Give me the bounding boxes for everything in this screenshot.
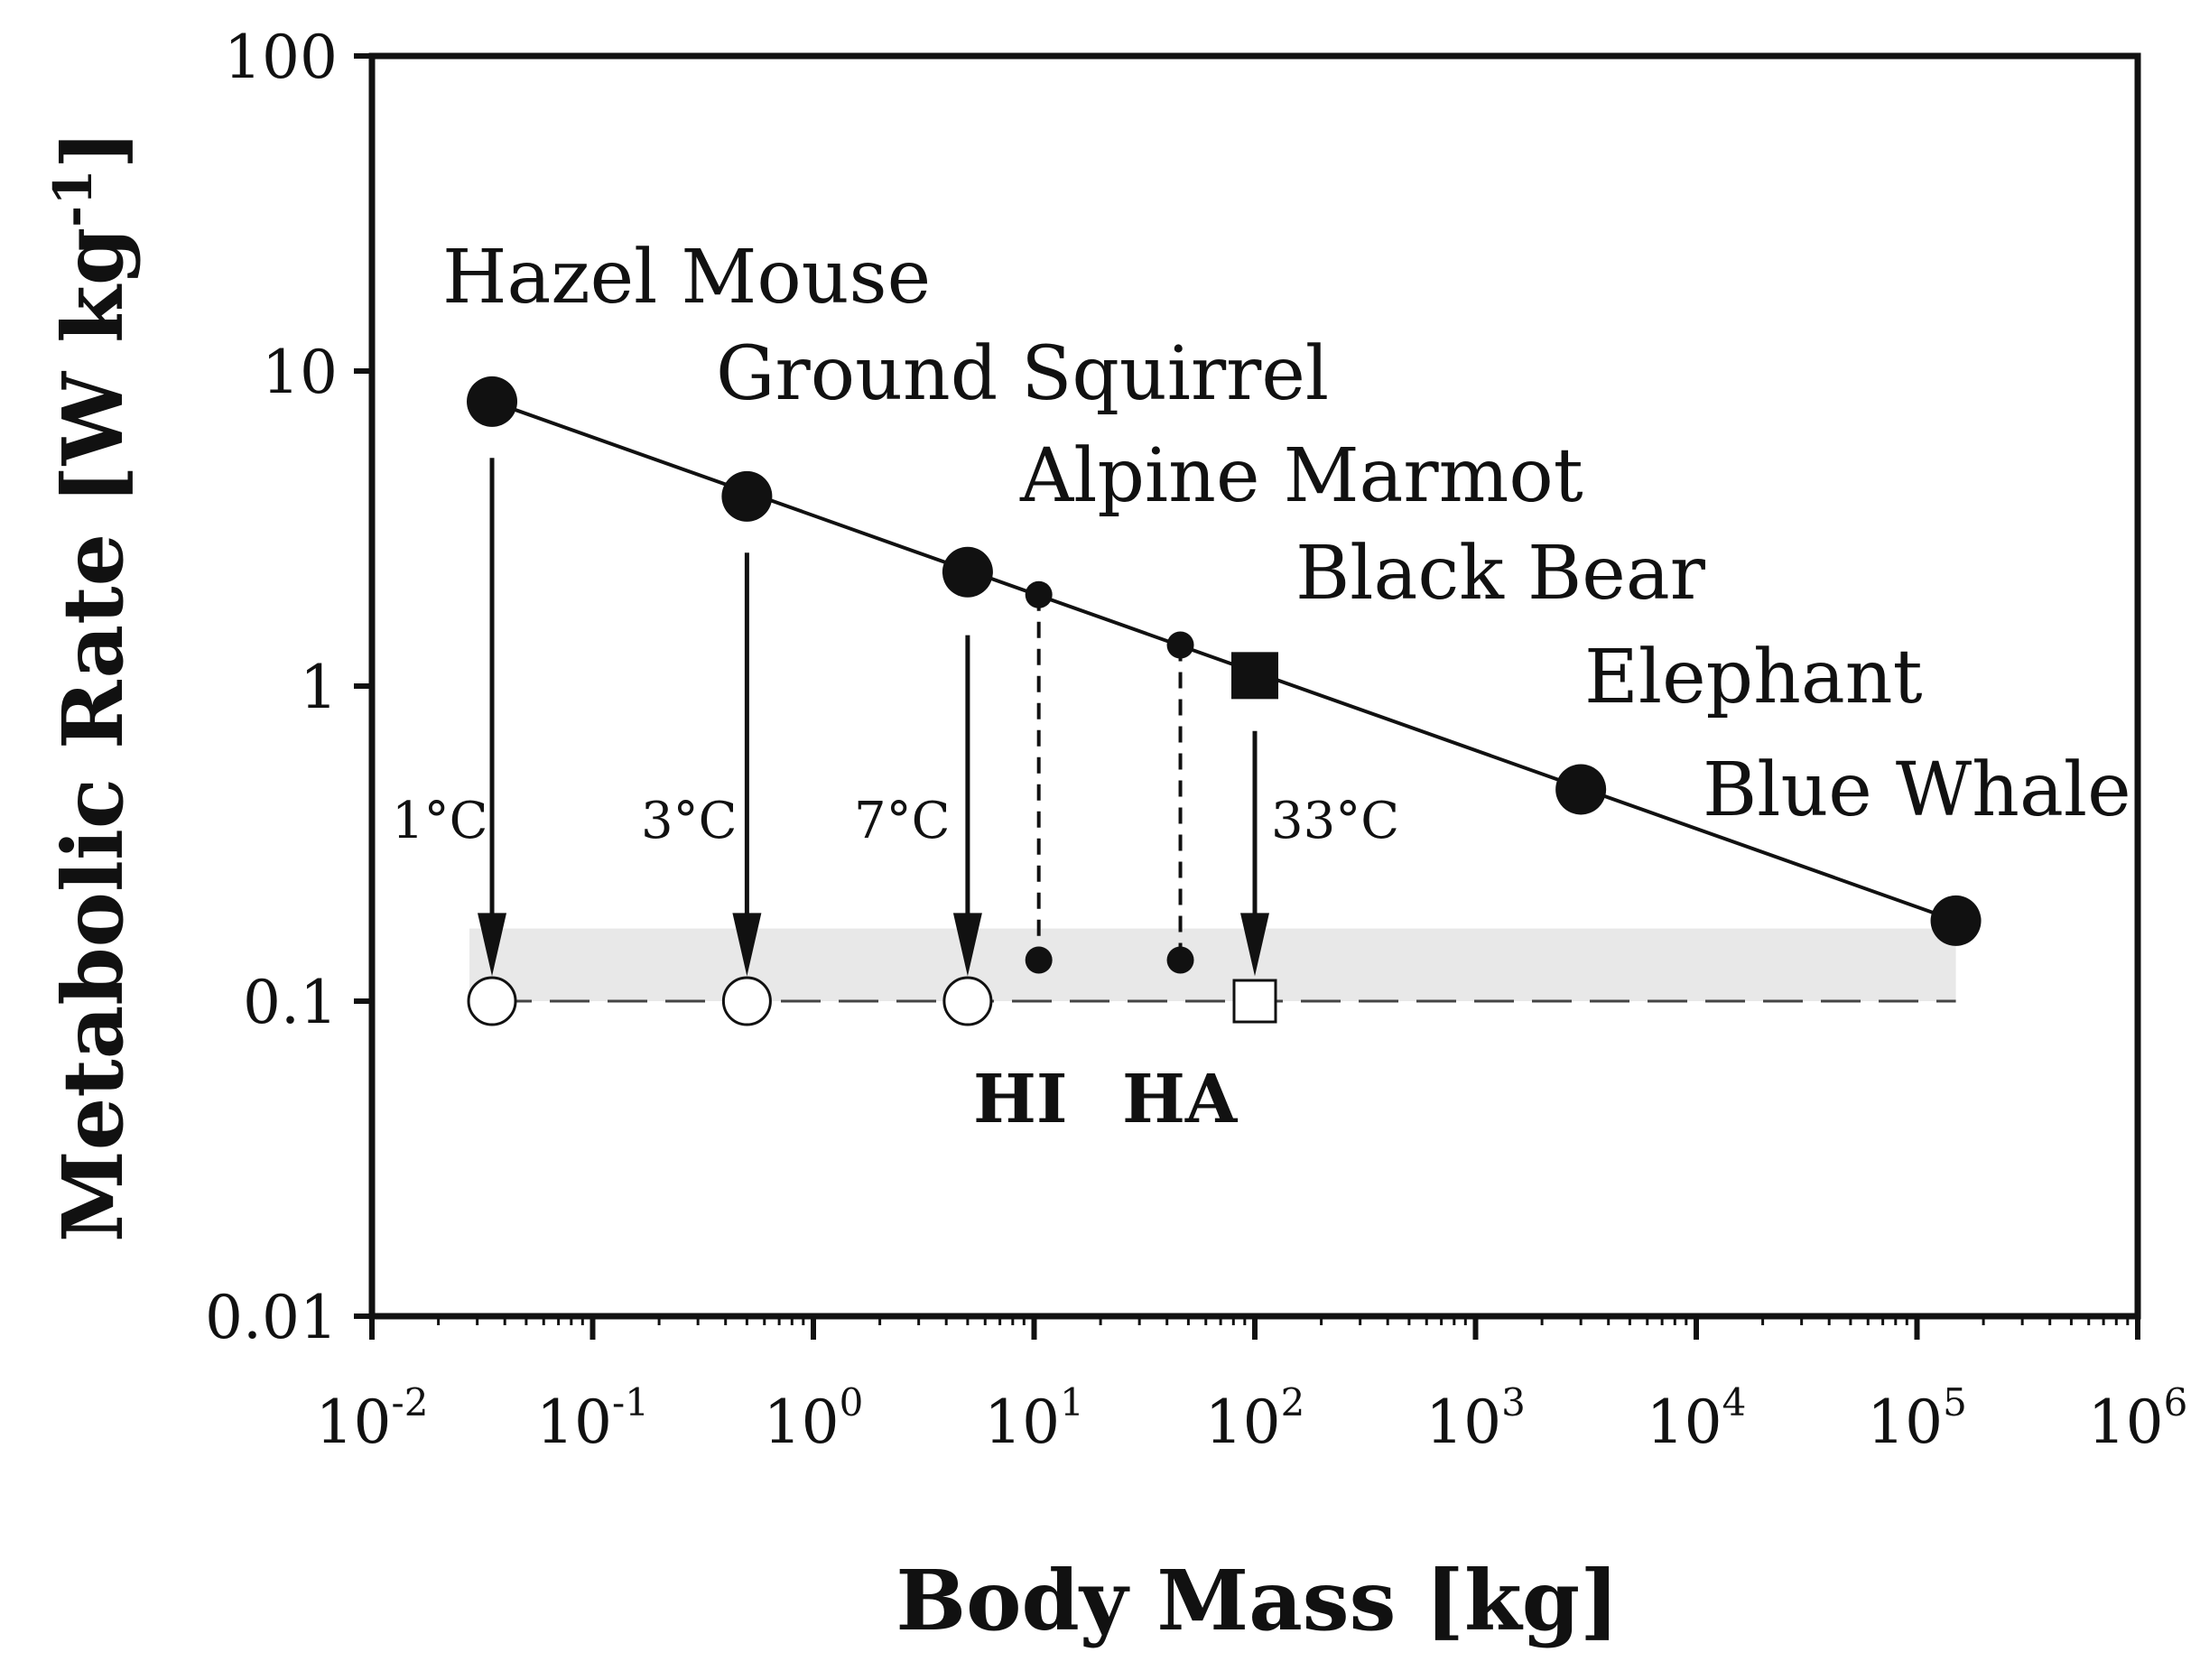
y-tick-label-2: 1 — [300, 653, 338, 722]
species-label-black-bear: Black Bear — [1295, 531, 1706, 617]
torpor-label-ha: HA — [1122, 1061, 1239, 1138]
tick-layer: 10-2 10-1 100 101 102 103 104 105 1061001010.10.… — [205, 23, 2187, 1457]
data-point-s0-p4 — [1166, 631, 1194, 659]
x-tick-label-exp-3: 1 — [1060, 1380, 1084, 1425]
temperature-label-7c: 7°C — [854, 792, 950, 850]
y-axis-title-end: ] — [44, 130, 142, 170]
temperature-label-33c: 33°C — [1271, 792, 1399, 850]
y-tick-label-3: 0.1 — [243, 968, 338, 1037]
data-point-s1-p0 — [467, 976, 517, 1026]
data-point-s0-p6 — [1555, 764, 1607, 815]
data-point-s1-p2 — [942, 976, 993, 1026]
data-point-s0-p3 — [1025, 580, 1053, 608]
species-label-elephant: Elephant — [1584, 635, 1923, 720]
temperature-label-1c: 1°C — [392, 792, 487, 850]
data-point-s0-p0 — [467, 376, 518, 427]
x-tick-label-base-2: 10 — [764, 1388, 840, 1457]
y-axis-title: Metabolic Rate [W kg-1] — [42, 130, 142, 1242]
x-tick-label-1: 10-1 — [536, 1380, 649, 1457]
data-point-s0-p7 — [1930, 895, 1982, 946]
x-tick-label-exp-1: -1 — [612, 1380, 649, 1425]
arrow-head-0 — [478, 913, 507, 977]
data-point-s2-p0 — [1025, 946, 1053, 974]
data-point-s0-p5 — [1231, 652, 1278, 700]
arrow-head-3 — [1240, 913, 1269, 977]
x-tick-label-base-0: 10 — [316, 1388, 392, 1457]
x-tick-label-exp-5: 3 — [1501, 1380, 1526, 1425]
x-tick-label-base-6: 10 — [1647, 1388, 1722, 1457]
marker-layer — [467, 376, 1982, 1026]
arrow-head-2 — [952, 913, 982, 977]
data-point-s0-p2 — [942, 546, 993, 598]
x-tick-label-exp-7: 5 — [1943, 1380, 1967, 1425]
data-point-s1-p1 — [721, 976, 772, 1026]
x-tick-label-4: 102 — [1205, 1380, 1305, 1457]
x-tick-label-exp-8: 6 — [2164, 1380, 2188, 1425]
temperature-label-3c: 3°C — [641, 792, 737, 850]
x-tick-label-3: 101 — [984, 1380, 1084, 1457]
data-point-s1-p3 — [1232, 979, 1277, 1024]
arrow-head-1 — [732, 913, 762, 977]
x-tick-label-0: 10-2 — [316, 1380, 429, 1457]
x-tick-label-6: 104 — [1647, 1380, 1747, 1457]
y-tick-label-0: 100 — [224, 23, 338, 92]
y-axis-title-main: Metabolic Rate [W kg — [44, 227, 142, 1242]
x-tick-label-exp-0: -2 — [392, 1380, 429, 1425]
species-label-alpine-marmot: Alpine Marmot — [1019, 433, 1583, 519]
x-tick-label-exp-6: 4 — [1722, 1380, 1747, 1425]
species-label-ground-squirrel: Ground Squirrel — [716, 331, 1329, 417]
x-tick-label-2: 100 — [764, 1380, 864, 1457]
x-tick-label-base-7: 10 — [1867, 1388, 1943, 1457]
x-tick-label-exp-4: 2 — [1281, 1380, 1305, 1425]
x-tick-label-base-1: 10 — [536, 1388, 612, 1457]
data-point-s0-p1 — [721, 470, 773, 522]
x-tick-label-exp-2: 0 — [840, 1380, 864, 1425]
species-label-hazel-mouse: Hazel Mouse — [442, 235, 931, 320]
torpor-label-hi: HI — [973, 1061, 1068, 1138]
x-tick-label-base-8: 10 — [2088, 1388, 2164, 1457]
x-tick-label-base-5: 10 — [1425, 1388, 1501, 1457]
x-tick-label-5: 103 — [1425, 1380, 1526, 1457]
torpor-band-layer — [469, 928, 1956, 1001]
x-tick-label-8: 106 — [2088, 1380, 2188, 1457]
y-tick-label-1: 10 — [262, 338, 338, 407]
y-axis-title-sup: -1 — [42, 169, 104, 227]
species-label-blue-whale: Blue Whale — [1703, 747, 2131, 833]
annotation-layer: Hazel Mouse Ground Squirrel Alpine Marmo… — [42, 130, 2131, 1649]
x-tick-label-base-3: 10 — [984, 1388, 1060, 1457]
data-point-s2-p1 — [1166, 946, 1194, 974]
torpor-band — [469, 928, 1956, 1001]
x-tick-label-7: 105 — [1867, 1380, 1967, 1457]
x-axis-title: Body Mass [kg] — [896, 1552, 1619, 1649]
arrow-layer — [478, 458, 1269, 977]
y-tick-label-4: 0.01 — [205, 1283, 338, 1352]
x-tick-label-base-4: 10 — [1205, 1388, 1281, 1457]
